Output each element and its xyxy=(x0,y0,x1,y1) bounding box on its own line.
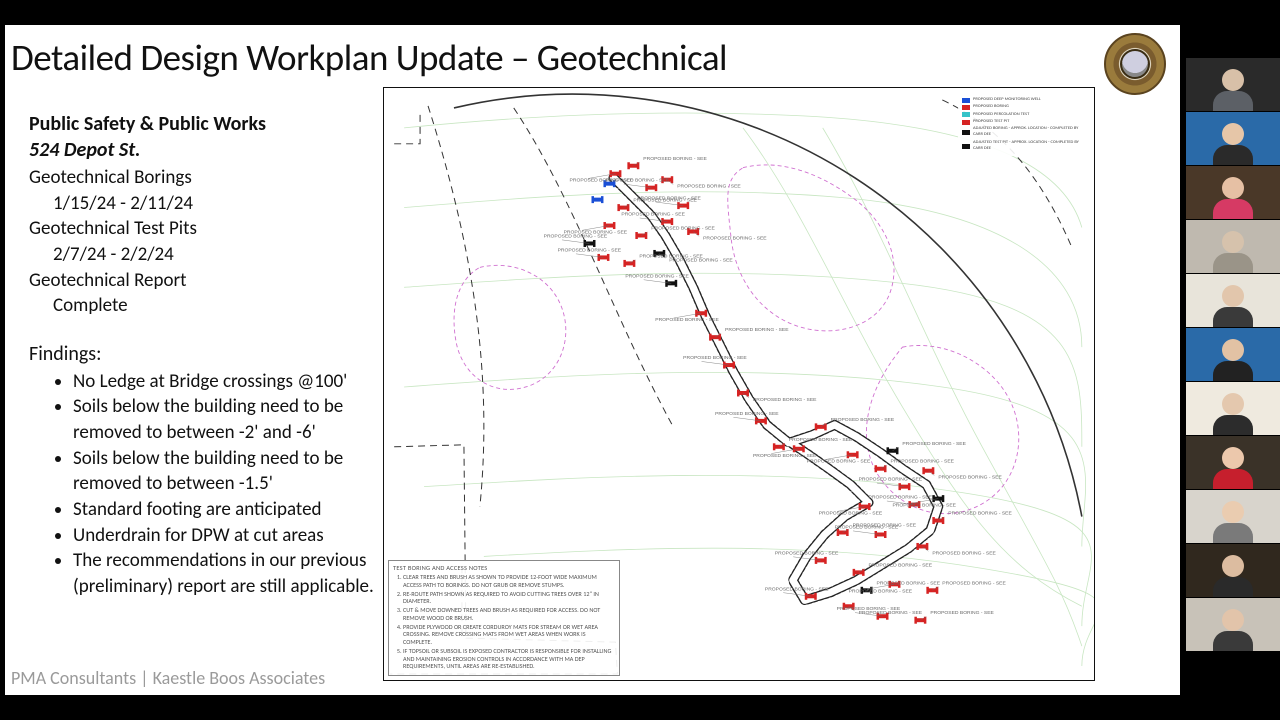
project-address: 524 Depot St. xyxy=(29,137,384,163)
participant-tile[interactable] xyxy=(1186,166,1280,219)
legend-row: PROPOSED BORING xyxy=(962,104,1084,110)
svg-text:PROPOSED BORING - SEE: PROPOSED BORING - SEE xyxy=(837,606,901,612)
participant-tile[interactable] xyxy=(1186,436,1280,489)
svg-text:PROPOSED BORING - SEE: PROPOSED BORING - SEE xyxy=(890,459,954,465)
svg-text:PROPOSED BORING - SEE: PROPOSED BORING - SEE xyxy=(621,212,685,218)
svg-text:PROPOSED BORING - SEE: PROPOSED BORING - SEE xyxy=(625,273,689,279)
town-seal-icon xyxy=(1104,33,1166,95)
finding-item: Soils below the building need to be remo… xyxy=(73,446,384,497)
finding-item: The recommendations in our previous (pre… xyxy=(73,548,384,599)
svg-text:PROPOSED BORING - SEE: PROPOSED BORING - SEE xyxy=(849,588,913,594)
svg-text:PROPOSED BORING - SEE: PROPOSED BORING - SEE xyxy=(703,235,767,241)
svg-text:PROPOSED BORING - SEE: PROPOSED BORING - SEE xyxy=(869,495,933,501)
legend-row: ADJUSTED BORING - APPROX. LOCATION - COM… xyxy=(962,126,1084,139)
finding-item: Soils below the building need to be remo… xyxy=(73,394,384,445)
svg-text:PROPOSED BORING - SEE: PROPOSED BORING - SEE xyxy=(942,580,1006,586)
svg-text:PROPOSED BORING - SEE: PROPOSED BORING - SEE xyxy=(948,511,1012,517)
legend-row: ADJUSTED TEST PIT - APPROX. LOCATION - C… xyxy=(962,140,1084,153)
map-note-item: CUT & MOVE DOWNED TREES AND BRUSH AS REQ… xyxy=(403,607,615,623)
svg-text:PROPOSED BORING - SEE: PROPOSED BORING - SEE xyxy=(725,327,789,333)
legend-row: PROPOSED DEEP MONITORING WELL xyxy=(962,97,1084,103)
schedule-row: Geotechnical Test Pits 2/7/24 - 2/2/24 xyxy=(29,216,384,267)
svg-text:PROPOSED BORING - SEE: PROPOSED BORING - SEE xyxy=(605,178,669,184)
finding-item: No Ledge at Bridge crossings @100' xyxy=(73,369,384,395)
participant-tile[interactable] xyxy=(1186,490,1280,543)
legend-row: PROPOSED TEST PIT xyxy=(962,119,1084,125)
map-note-item: CLEAR TREES AND BRUSH AS SHOWN TO PROVID… xyxy=(403,574,615,590)
svg-text:PROPOSED BORING - SEE: PROPOSED BORING - SEE xyxy=(753,453,817,459)
participant-tile[interactable] xyxy=(1186,544,1280,597)
slide-title: Detailed Design Workplan Update – Geotec… xyxy=(11,35,727,80)
svg-text:PROPOSED BORING - SEE: PROPOSED BORING - SEE xyxy=(683,355,747,361)
participant-tile[interactable] xyxy=(1186,220,1280,273)
svg-text:PROPOSED BORING - SEE: PROPOSED BORING - SEE xyxy=(869,562,933,568)
svg-text:PROPOSED BORING - SEE: PROPOSED BORING - SEE xyxy=(651,226,715,232)
schedule-row: Geotechnical Report Complete xyxy=(29,268,384,319)
svg-text:PROPOSED BORING - SEE: PROPOSED BORING - SEE xyxy=(877,580,941,586)
svg-text:PROPOSED BORING - SEE: PROPOSED BORING - SEE xyxy=(643,156,707,162)
participant-tile[interactable] xyxy=(1186,58,1280,111)
project-name: Public Safety & Public Works xyxy=(29,111,384,137)
svg-text:PROPOSED BORING - SEE: PROPOSED BORING - SEE xyxy=(831,417,895,423)
svg-text:PROPOSED BORING - SEE: PROPOSED BORING - SEE xyxy=(859,477,923,483)
legend-row: PROPOSED PERCOLATION TEST xyxy=(962,112,1084,118)
finding-item: Standard footing are anticipated xyxy=(73,497,384,523)
svg-text:PROPOSED BORING - SEE: PROPOSED BORING - SEE xyxy=(902,441,966,447)
shared-slide: Detailed Design Workplan Update – Geotec… xyxy=(5,25,1180,695)
video-call-stage: Detailed Design Workplan Update – Geotec… xyxy=(0,0,1280,720)
map-note-item: IF TOPSOIL OR SUBSOIL IS EXPOSED CONTRAC… xyxy=(403,648,615,671)
svg-text:PROPOSED BORING - SEE: PROPOSED BORING - SEE xyxy=(835,525,899,531)
finding-item: Underdrain for DPW at cut areas xyxy=(73,523,384,549)
svg-text:PROPOSED BORING - SEE: PROPOSED BORING - SEE xyxy=(558,247,622,253)
slide-footer: PMA Consultants | Kaestle Boos Associate… xyxy=(11,667,325,689)
participant-tile[interactable] xyxy=(1186,598,1280,651)
findings-heading: Findings: xyxy=(29,341,384,367)
svg-text:PROPOSED BORING - SEE: PROPOSED BORING - SEE xyxy=(932,550,996,556)
participant-tile[interactable] xyxy=(1186,382,1280,435)
svg-text:PROPOSED BORING - SEE: PROPOSED BORING - SEE xyxy=(819,511,883,517)
svg-text:PROPOSED BORING - SEE: PROPOSED BORING - SEE xyxy=(930,610,994,616)
svg-text:PROPOSED BORING - SEE: PROPOSED BORING - SEE xyxy=(633,198,697,204)
site-plan-map: PROPOSED BORING - SEEPROPOSED BORING - S… xyxy=(383,87,1095,681)
svg-text:PROPOSED BORING - SEE: PROPOSED BORING - SEE xyxy=(938,475,1002,481)
participant-tile[interactable] xyxy=(1186,274,1280,327)
svg-text:PROPOSED BORING - SEE: PROPOSED BORING - SEE xyxy=(753,397,817,403)
map-note-item: PROVIDE PLYWOOD OR CREATE CORDUROY MATS … xyxy=(403,624,615,647)
svg-text:PROPOSED BORING - SEE: PROPOSED BORING - SEE xyxy=(765,586,829,592)
map-notes: TEST BORING AND ACCESS NOTES CLEAR TREES… xyxy=(388,560,620,676)
schedule-row: Geotechnical Borings 1/15/24 - 2/11/24 xyxy=(29,165,384,216)
svg-text:PROPOSED BORING - SEE: PROPOSED BORING - SEE xyxy=(669,257,733,263)
svg-text:PROPOSED BORING - SEE: PROPOSED BORING - SEE xyxy=(544,233,608,239)
participant-tile[interactable] xyxy=(1186,328,1280,381)
svg-text:PROPOSED BORING - SEE: PROPOSED BORING - SEE xyxy=(715,411,779,417)
svg-text:PROPOSED BORING - SEE: PROPOSED BORING - SEE xyxy=(789,437,853,443)
participant-strip xyxy=(1186,58,1280,651)
svg-text:PROPOSED BORING - SEE: PROPOSED BORING - SEE xyxy=(892,503,956,509)
participant-tile[interactable] xyxy=(1186,112,1280,165)
map-notes-title: TEST BORING AND ACCESS NOTES xyxy=(393,564,615,572)
svg-text:PROPOSED BORING - SEE: PROPOSED BORING - SEE xyxy=(807,459,871,465)
map-note-item: RE-ROUTE PATH SHOWN AS REQUIRED TO AVOID… xyxy=(403,591,615,607)
slide-text-column: Public Safety & Public Works 524 Depot S… xyxy=(29,111,384,600)
findings-list: No Ledge at Bridge crossings @100' Soils… xyxy=(29,369,384,600)
map-legend: PROPOSED DEEP MONITORING WELLPROPOSED BO… xyxy=(958,94,1088,156)
schedule-block: Geotechnical Borings 1/15/24 - 2/11/24 G… xyxy=(29,165,384,319)
svg-text:PROPOSED BORING - SEE: PROPOSED BORING - SEE xyxy=(775,550,839,556)
svg-text:PROPOSED BORING - SEE: PROPOSED BORING - SEE xyxy=(677,184,741,190)
svg-text:PROPOSED BORING - SEE: PROPOSED BORING - SEE xyxy=(655,317,719,323)
